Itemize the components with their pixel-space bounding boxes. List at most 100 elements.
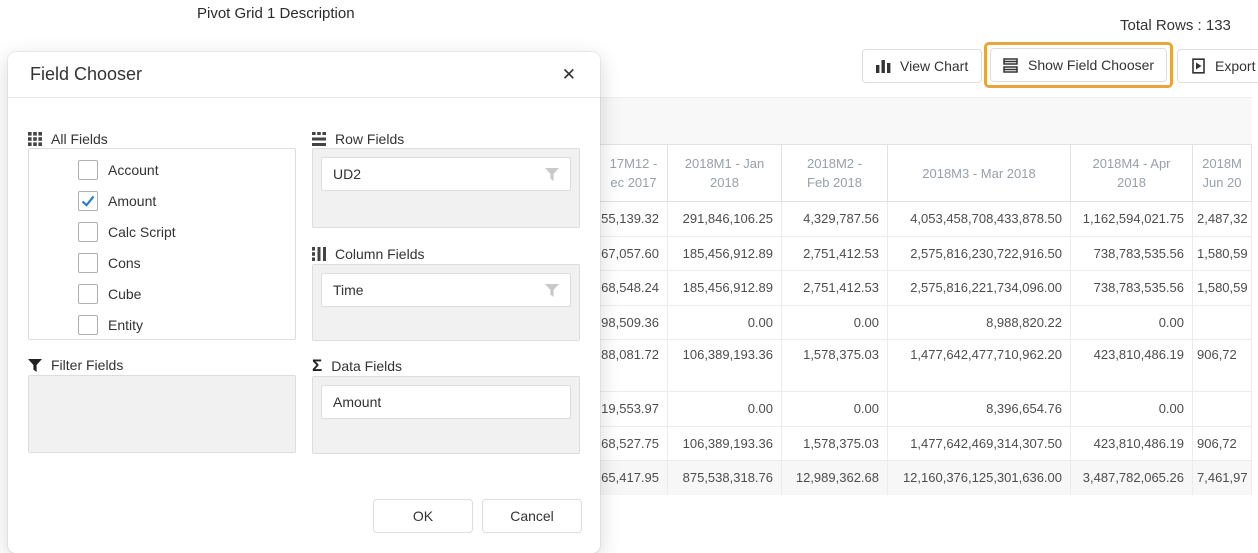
grid-cell: 1,580,59 xyxy=(1193,271,1252,306)
grid-cell: 0.00 xyxy=(1071,392,1193,427)
field-chooser-icon xyxy=(1003,57,1019,73)
row-fields-label: Row Fields xyxy=(335,131,405,147)
grid-cell: 906,72 xyxy=(1193,340,1252,392)
grid-cell: 423,810,486.19 xyxy=(1071,426,1193,461)
pivot-grid-table: 17M12 - ec 2017 2018M1 - Jan 2018 2018M2 - Fe… xyxy=(600,97,1252,495)
sigma-icon: Σ xyxy=(312,356,323,375)
checkbox[interactable] xyxy=(78,283,98,304)
field-label: Entity xyxy=(108,316,144,333)
grid-cell: 7,461,97 xyxy=(1193,461,1252,495)
close-icon[interactable]: ✕ xyxy=(554,61,584,89)
data-fields-label: Data Fields xyxy=(331,358,403,374)
grid-cell: 65,417.95 xyxy=(600,461,668,495)
column-header[interactable]: 2018M1 - Jan 2018 xyxy=(668,145,782,202)
column-header[interactable]: 2018M3 - Mar 2018 xyxy=(888,145,1071,202)
grid-icon xyxy=(28,132,42,146)
grid-cell: 12,989,362.68 xyxy=(782,461,888,495)
field-checkbox-row[interactable]: Amount xyxy=(29,185,295,216)
checkbox[interactable] xyxy=(78,314,98,335)
grid-cell: 2,575,816,230,722,916.50 xyxy=(888,236,1071,271)
grid-cell: 8,396,654.76 xyxy=(888,392,1071,427)
all-fields-list: Account Amount Calc Script Cons Cube Entity xyxy=(28,148,296,340)
grid-cell: 2,575,816,221,734,096.00 xyxy=(888,271,1071,306)
column-fields-label: Column Fields xyxy=(335,246,425,262)
grid-row: 67,057.60 185,456,912.89 2,751,412.53 2,575… xyxy=(600,236,1252,271)
field-checkbox-row[interactable]: Account xyxy=(29,154,295,185)
grid-cell: 1,477,642,477,710,962.20 xyxy=(888,340,1071,392)
field-checkbox-row[interactable]: Entity xyxy=(29,309,295,339)
grid-cell: 3,487,782,065.26 xyxy=(1071,461,1193,495)
grid-cell: 0.00 xyxy=(668,305,782,340)
export-icon xyxy=(1191,58,1206,74)
view-chart-button[interactable]: View Chart xyxy=(862,49,983,83)
field-checkbox-row[interactable]: Cons xyxy=(29,247,295,278)
grid-row: 98,509.36 0.00 0.00 8,988,820.22 0.00 xyxy=(600,305,1252,340)
grid-cell: 1,578,375.03 xyxy=(782,426,888,461)
grid-cell: 106,389,193.36 xyxy=(668,340,782,392)
grid-cell: 291,846,106.25 xyxy=(668,202,782,237)
filter-icon[interactable] xyxy=(545,167,559,181)
bar-chart-icon xyxy=(876,59,891,73)
field-chip[interactable]: UD2 xyxy=(321,157,571,191)
grid-cell: 906,72 xyxy=(1193,426,1252,461)
grid-row: 19,553.97 0.00 0.00 8,396,654.76 0.00 xyxy=(600,392,1252,427)
grid-cell: 2,751,412.53 xyxy=(782,271,888,306)
checkbox[interactable] xyxy=(78,190,98,211)
grid-header-row: 17M12 - ec 2017 2018M1 - Jan 2018 2018M2 - Fe… xyxy=(600,145,1252,202)
field-chip[interactable]: Time xyxy=(321,273,571,307)
column-header[interactable]: 2018M4 - Apr 2018 xyxy=(1071,145,1193,202)
filter-fields-box xyxy=(28,375,296,453)
grid-cell: 423,810,486.19 xyxy=(1071,340,1193,392)
column-fields-icon xyxy=(312,247,326,261)
grid-row: 68,548.24 185,456,912.89 2,751,412.53 2,575… xyxy=(600,271,1252,306)
filter-icon xyxy=(28,358,42,372)
field-checkbox-row[interactable]: Calc Script xyxy=(29,216,295,247)
field-label: Cons xyxy=(108,254,141,271)
field-chooser-dialog: Field Chooser ✕ All Fields Account Amount… xyxy=(8,52,600,553)
grid-cell: 88,081.72 xyxy=(600,340,668,392)
total-rows-label: Total Rows : 133 xyxy=(1120,17,1231,34)
grid-cell: 0.00 xyxy=(782,392,888,427)
cancel-button[interactable]: Cancel xyxy=(482,499,582,533)
grid-cell: 12,160,376,125,301,636.00 xyxy=(888,461,1071,495)
grid-row: 68,527.75 106,389,193.36 1,578,375.03 1,477… xyxy=(600,426,1252,461)
data-fields-box: Amount xyxy=(312,376,580,454)
grid-cell: 2,751,412.53 xyxy=(782,236,888,271)
ok-button[interactable]: OK xyxy=(373,499,473,533)
grid-top-band xyxy=(600,97,1252,145)
grid-cell xyxy=(1193,305,1252,340)
grid-cell: 738,783,535.56 xyxy=(1071,236,1193,271)
grid-cell: 2,487,32 xyxy=(1193,202,1252,237)
field-label: Account xyxy=(108,161,159,178)
field-chip-label: Amount xyxy=(333,394,382,410)
grid-cell: 19,553.97 xyxy=(600,392,668,427)
dialog-title-bar: Field Chooser ✕ xyxy=(8,52,600,98)
row-fields-icon xyxy=(312,132,326,146)
filter-fields-header: Filter Fields xyxy=(28,356,296,374)
checkbox[interactable] xyxy=(78,252,98,273)
show-field-chooser-label: Show Field Chooser xyxy=(1028,57,1155,73)
checkbox[interactable] xyxy=(78,159,98,180)
grid-body: 55,139.32 291,846,106.25 4,329,787.56 4,053… xyxy=(600,202,1252,495)
all-fields-label: All Fields xyxy=(51,131,108,147)
row-fields-header: Row Fields xyxy=(312,130,580,148)
filter-icon[interactable] xyxy=(545,283,559,297)
checkbox[interactable] xyxy=(78,221,98,242)
field-chip[interactable]: Amount xyxy=(321,385,571,419)
column-header[interactable]: 17M12 - ec 2017 xyxy=(600,145,668,202)
grid-cell: 1,580,59 xyxy=(1193,236,1252,271)
column-header[interactable]: 2018M2 - Feb 2018 xyxy=(782,145,888,202)
grid-cell: 67,057.60 xyxy=(600,236,668,271)
grid-cell: 4,053,458,708,433,878.50 xyxy=(888,202,1071,237)
grid-row: 55,139.32 291,846,106.25 4,329,787.56 4,053… xyxy=(600,202,1252,237)
field-label: Cube xyxy=(108,285,142,302)
grid-cell: 68,527.75 xyxy=(600,426,668,461)
show-field-chooser-button[interactable]: Show Field Chooser xyxy=(990,48,1168,82)
grid-cell: 185,456,912.89 xyxy=(668,236,782,271)
export-button[interactable]: Export xyxy=(1177,49,1258,83)
field-checkbox-row[interactable]: Cube xyxy=(29,278,295,309)
grid-cell: 106,389,193.36 xyxy=(668,426,782,461)
grid-row: 65,417.95 875,538,318.76 12,989,362.68 12,1… xyxy=(600,461,1252,495)
column-header[interactable]: 2018M Jun 20 xyxy=(1193,145,1252,202)
grid-cell: 8,988,820.22 xyxy=(888,305,1071,340)
